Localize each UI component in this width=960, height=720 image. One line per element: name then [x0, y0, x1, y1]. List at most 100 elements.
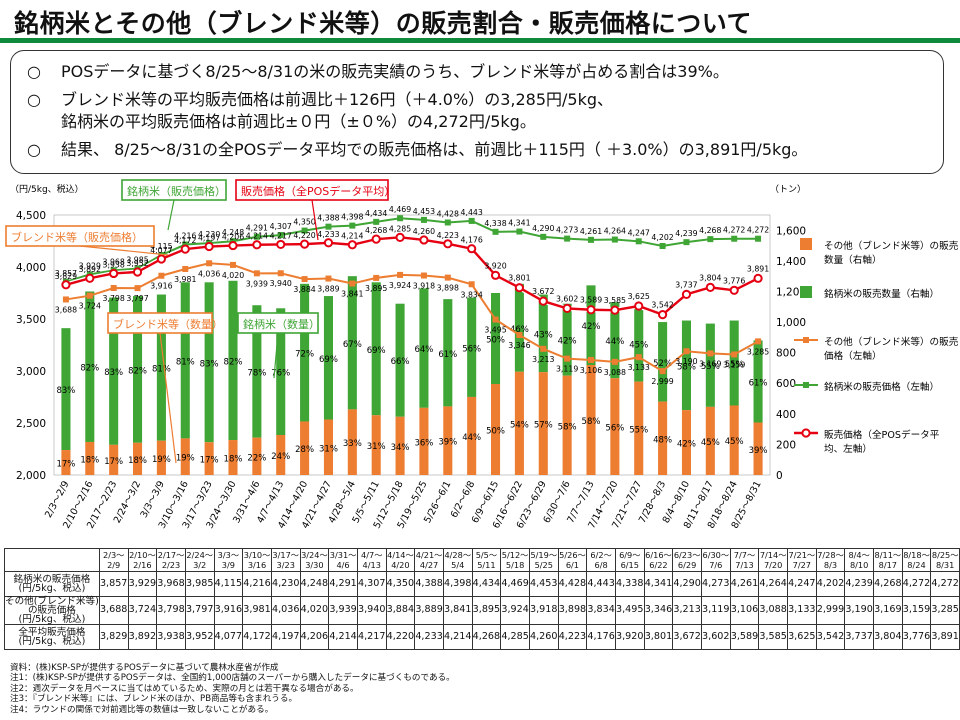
other-share-label: 17% — [200, 456, 219, 466]
other-price-label: 4,036 — [198, 269, 220, 278]
table-cell: 4,350 — [385, 571, 416, 597]
brand-price-label: 4,261 — [580, 227, 602, 236]
table-cell: 4,268 — [471, 624, 502, 650]
brand-price-label: 4,268 — [699, 226, 721, 235]
bar-brand-qty — [323, 296, 334, 420]
brand-share-label: 81% — [152, 365, 171, 375]
other-price-label: 3,895 — [365, 284, 387, 293]
brand-price-label: 4,264 — [604, 227, 626, 236]
other-price-marker — [516, 332, 523, 339]
brand-share-label: 82% — [80, 364, 99, 374]
other-price-marker — [373, 274, 380, 281]
left-tick-label: 4,500 — [16, 210, 46, 222]
total-price-label: 4,223 — [437, 231, 459, 240]
bar-brand-qty — [204, 282, 214, 443]
other-share-label: 45% — [725, 437, 744, 447]
total-price-label: 4,214 — [246, 232, 268, 241]
other-price-label: 3,981 — [174, 275, 196, 284]
table-header-row: 2/3～ 2/9 2/10～ 2/16 2/17～ 2/23 2/24～ 3/2 3/3～ 3/9… — [4, 548, 960, 572]
brand-price-label: 3,968 — [103, 257, 125, 266]
bar-other-qty — [300, 421, 310, 475]
total-price-marker — [514, 283, 525, 293]
brand-share-label: 43% — [534, 330, 553, 340]
other-share-label: 57% — [534, 421, 553, 431]
brand-share-label: 61% — [749, 378, 768, 388]
brand-price-line — [65, 217, 759, 283]
table-cell: 4,214 — [442, 624, 473, 650]
bar-other-qty — [204, 442, 214, 475]
brand-price-label: 3,985 — [126, 256, 148, 265]
total-price-label: 4,220 — [293, 231, 315, 240]
table-cell: 3,801 — [643, 624, 674, 650]
summary-line-2: ○ ブレンド米等の平均販売価格は前週比＋126円（＋4.0%）の3,285円/5… — [27, 89, 929, 111]
blend-qty-callout-leader — [159, 332, 177, 464]
other-price-marker — [444, 274, 451, 281]
other-price-label: 2,999 — [651, 377, 673, 386]
other-price-label: 3,346 — [508, 341, 530, 350]
table-cell: 3,804 — [872, 624, 903, 650]
bar-brand-qty — [490, 293, 501, 384]
other-price-marker — [659, 368, 666, 375]
other-price-label: 3,940 — [270, 279, 292, 288]
other-price-label: 3,841 — [341, 290, 363, 299]
table-header-cell: 4/14～ 4/20 — [385, 548, 416, 572]
brand-price-marker — [325, 223, 332, 230]
table-header-cell: 2/17～ 2/23 — [156, 548, 186, 572]
brand-share-label: 46% — [510, 325, 529, 335]
other-price-label: 3,133 — [628, 363, 650, 372]
bar-other-qty — [467, 396, 477, 475]
other-price-marker — [325, 275, 332, 282]
table-cell: 4,220 — [385, 624, 416, 650]
table-header-cell: 4/21～ 4/27 — [414, 548, 444, 572]
bar-brand-qty — [252, 305, 262, 438]
brand-share-label: 44% — [605, 337, 624, 347]
total-price-label: 4,285 — [389, 224, 411, 233]
table-cell: 4,264 — [758, 571, 788, 597]
bar-other-qty — [753, 422, 763, 475]
table-cell: 3,924 — [500, 596, 530, 625]
brand-price-label: 4,202 — [651, 233, 673, 242]
total-price-marker — [681, 289, 692, 299]
legend-label: 銘柄米の販売数量（右軸） — [824, 288, 939, 300]
note-line: 注3：『ブレンド米等』には、ブレンド米のほか、PB商品等も含まれうる。 — [10, 694, 298, 705]
table-header-cell: 6/2～ 6/8 — [586, 548, 616, 572]
other-share-label: 39% — [438, 438, 457, 448]
total-price-marker — [562, 303, 572, 313]
other-price-marker — [683, 348, 690, 355]
other-share-label: 36% — [414, 438, 433, 448]
table-header-cell: 6/30～ 7/6 — [700, 548, 731, 572]
table-cell: 4,273 — [700, 571, 731, 597]
brand-share-label: 61% — [438, 350, 457, 360]
bar-other-qty — [85, 441, 95, 475]
brand-share-label: 76% — [271, 369, 290, 379]
total-price-label: 4,214 — [341, 232, 363, 241]
table-cell: 3,589 — [729, 624, 760, 650]
bar-other-qty — [132, 442, 143, 475]
table-header-cell: 6/23～ 6/29 — [672, 548, 702, 572]
other-share-label: 42% — [677, 440, 696, 450]
other-share-label: 33% — [343, 439, 362, 449]
other-share-label: 39% — [749, 446, 768, 456]
brand-price-callout-text: 銘柄米（販売価格） — [127, 184, 226, 198]
table-cell: 4,453 — [528, 571, 559, 597]
table-cell: 3,834 — [586, 596, 616, 625]
summary-text-2a: ブレンド米等の平均販売価格は前週比＋126円（＋4.0%）の3,285円/5kg… — [61, 90, 613, 109]
total-price-label: 3,672 — [532, 287, 554, 296]
table-cell: 3,602 — [700, 624, 731, 650]
other-price-label: 3,798 — [103, 294, 125, 303]
total-price-label: 3,737 — [675, 280, 697, 289]
table-cell: 4,020 — [299, 596, 330, 625]
brand-price-marker — [420, 216, 427, 223]
brand-share-label: 83% — [56, 386, 75, 396]
other-price-marker — [635, 354, 642, 361]
brand-price-marker — [277, 232, 284, 239]
note-line: 注2：週次データを月ベースに当てはめているため、実際の月とは若干異なる場合がある… — [10, 683, 359, 694]
brand-share-label: 58% — [677, 362, 696, 372]
total-price-marker — [132, 267, 143, 277]
total-price-marker — [156, 254, 166, 264]
total-price-marker — [467, 244, 477, 254]
bar-brand-qty — [729, 320, 739, 406]
bullet-icon: ○ — [27, 140, 41, 159]
other-share-label: 48% — [653, 435, 672, 445]
other-share-label: 18% — [128, 456, 147, 466]
